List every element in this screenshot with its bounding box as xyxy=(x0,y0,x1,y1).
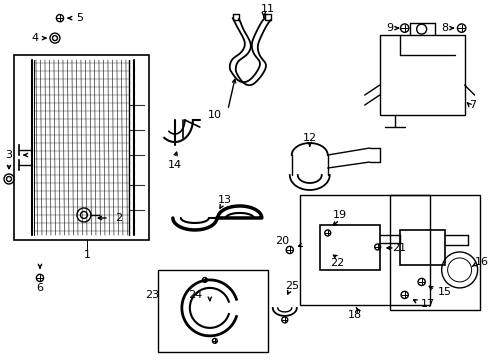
Text: 23: 23 xyxy=(144,290,159,300)
Bar xyxy=(389,195,479,310)
Text: 17: 17 xyxy=(420,299,434,309)
Text: 20: 20 xyxy=(274,236,288,246)
Text: 7: 7 xyxy=(468,100,475,110)
Bar xyxy=(399,230,444,265)
Text: 6: 6 xyxy=(37,283,43,293)
Bar xyxy=(319,225,379,270)
Text: 8: 8 xyxy=(440,23,447,33)
Bar xyxy=(14,55,148,240)
Bar xyxy=(299,195,429,305)
Text: 2: 2 xyxy=(115,213,122,223)
Text: 9: 9 xyxy=(386,23,392,33)
Text: 1: 1 xyxy=(83,250,90,260)
Text: 5: 5 xyxy=(76,13,83,23)
Text: 15: 15 xyxy=(437,287,451,297)
Text: 19: 19 xyxy=(332,210,346,220)
Text: 18: 18 xyxy=(347,310,361,320)
Text: 11: 11 xyxy=(260,4,274,14)
Bar xyxy=(158,270,267,352)
Text: 24: 24 xyxy=(187,290,202,300)
Text: 21: 21 xyxy=(392,243,406,253)
Text: 14: 14 xyxy=(167,160,182,170)
Text: 13: 13 xyxy=(217,195,231,205)
Text: 22: 22 xyxy=(330,258,344,268)
Text: 3: 3 xyxy=(5,150,13,160)
Bar xyxy=(379,35,464,115)
Text: 4: 4 xyxy=(31,33,39,43)
Text: 12: 12 xyxy=(302,133,316,143)
Text: 10: 10 xyxy=(207,110,222,120)
Text: 16: 16 xyxy=(474,257,488,267)
Text: 25: 25 xyxy=(284,281,298,291)
